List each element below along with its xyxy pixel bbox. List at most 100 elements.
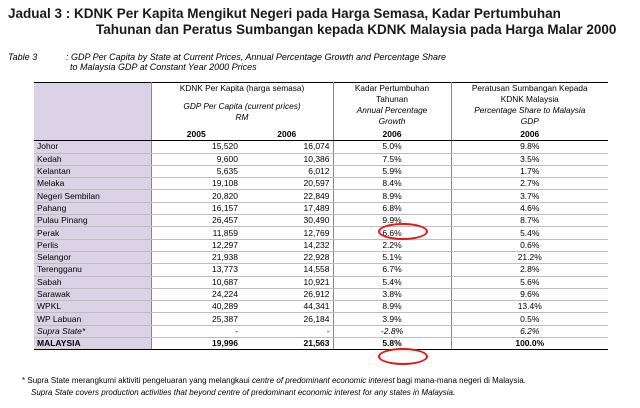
total-2005: 19,996 (151, 337, 241, 351)
state-name: Sarawak (34, 288, 152, 302)
growth-2006: 6.8% (333, 202, 452, 216)
gdp-2006: 14,558 (241, 263, 334, 277)
share-2006: 5.4% (451, 226, 609, 240)
gdp-table: KDNK Per Kapita (harga semasa) GDP Per C… (34, 82, 609, 351)
subtitle-line-1: : GDP Per Capita by State at Current Pri… (66, 52, 447, 62)
growth-2006: 8.4% (333, 177, 452, 191)
total-row: MALAYSIA 19,996 21,563 5.8% 100.0% (34, 337, 609, 351)
highlight-ring-pulau-pinang (378, 223, 428, 240)
year-row: 2005 2006 2006 2006 (34, 129, 609, 142)
header-row: KDNK Per Kapita (harga semasa) GDP Per C… (34, 82, 609, 130)
supra-2005: - (151, 325, 241, 339)
growth-2006: 5.1% (333, 251, 452, 265)
title-line-1: Jadual 3 : KDNK Per Kapita Mengikut Nege… (8, 6, 561, 21)
state-name: Perak (34, 226, 152, 240)
subtitle-label: Table 3 (8, 52, 38, 62)
growth-2006: 8.9% (333, 300, 452, 314)
gdp-2005: 40,289 (151, 300, 241, 314)
growth-2006: 3.9% (333, 312, 452, 326)
table-row: Perlis 12,297 14,232 2.2% 0.6% (34, 239, 609, 252)
year-2006-gdp: 2006 (241, 129, 334, 142)
gdp-2005: 12,297 (151, 239, 241, 252)
year-2006-growth: 2006 (333, 129, 452, 142)
share-2006: 0.5% (451, 312, 609, 326)
state-name: Selangor (34, 251, 152, 265)
gdp-2005: 24,224 (151, 288, 241, 302)
footnote-ms-b: centre of predominant economic interest (251, 376, 395, 385)
gdp-2006: 30,490 (241, 214, 334, 228)
growth-2006: 5.0% (333, 140, 452, 154)
share-2006: 3.7% (451, 189, 609, 203)
state-name: Pahang (34, 202, 152, 216)
share-2006: 13.4% (451, 300, 609, 314)
table-row: Johor 15,520 16,074 5.0% 9.8% (34, 140, 609, 154)
footnote-star: * (22, 376, 26, 385)
highlight-ring-malaysia (378, 348, 428, 365)
growth-2006: 5.4% (333, 276, 452, 289)
state-name: Kedah (34, 153, 152, 166)
gdp-2006: 10,921 (241, 276, 334, 289)
title-line-2: Tahunan dan Peratus Sumbangan kepada KDN… (96, 22, 617, 37)
gdp-2005: 26,457 (151, 214, 241, 228)
gdp-2006: 16,074 (241, 140, 334, 154)
year-2006-share: 2006 (451, 129, 609, 142)
footnote: * Supra State merangkumi aktiviti pengel… (22, 376, 526, 397)
gdp-2006: 12,769 (241, 226, 334, 240)
gdp-2005: 21,938 (151, 251, 241, 265)
table-row: Sabah 10,687 10,921 5.4% 5.6% (34, 276, 609, 289)
state-name: Kelantan (34, 165, 152, 179)
state-name: WPKL (34, 300, 152, 314)
footnote-ms-c: bagi mana-mana negeri di Malaysia. (394, 376, 526, 385)
share-2006: 9.6% (451, 288, 609, 302)
gdp-2005: 19,108 (151, 177, 241, 191)
table-row: Pahang 16,157 17,489 6.8% 4.6% (34, 202, 609, 216)
table-row: Pulau Pinang 26,457 30,490 9.9% 8.7% (34, 214, 609, 228)
gdp-2005: 13,773 (151, 263, 241, 277)
header-growth-en1: Annual Percentage (356, 105, 428, 115)
year-2005: 2005 (151, 129, 241, 142)
gdp-2005: 16,157 (151, 202, 241, 216)
table-row: Kedah 9,600 10,386 7.5% 3.5% (34, 153, 609, 166)
share-2006: 9.8% (451, 140, 609, 154)
gdp-2005: 10,687 (151, 276, 241, 289)
table-row: Perak 11,859 12,769 6.6% 5.4% (34, 226, 609, 240)
header-gdp-cell: KDNK Per Kapita (harga semasa) GDP Per C… (151, 82, 334, 129)
state-name: WP Labuan (34, 312, 152, 326)
header-share-ms2: KDNK Malaysia (500, 94, 559, 104)
header-growth-ms2: Tahunan (376, 94, 408, 104)
supra-row: Supra State* - - -2.8% 6.2% (34, 325, 609, 339)
total-share: 100.0% (451, 337, 609, 351)
gdp-2005: 9,600 (151, 153, 241, 166)
table-row: Kelantan 5,635 6,012 5.9% 1.7% (34, 165, 609, 179)
growth-2006: 5.9% (333, 165, 452, 179)
header-share-en2: GDP (520, 116, 539, 126)
state-name: Johor (34, 140, 152, 154)
table-row: WP Labuan 25,387 26,184 3.9% 0.5% (34, 312, 609, 326)
header-gdp-unit: RM (235, 112, 249, 122)
gdp-2006: 20,597 (241, 177, 334, 191)
supra-share: 6.2% (451, 325, 609, 339)
state-name: Melaka (34, 177, 152, 191)
header-share-cell: Peratusan Sumbangan Kepada KDNK Malaysia… (451, 83, 608, 130)
share-2006: 4.6% (451, 202, 609, 216)
state-name: Perlis (34, 239, 152, 252)
gdp-2006: 10,386 (241, 153, 334, 166)
growth-2006: 8.9% (333, 189, 452, 203)
table-row: Negeri Sembilan 20,820 22,849 8.9% 3.7% (34, 189, 609, 203)
share-2006: 1.7% (451, 165, 609, 179)
state-name: Sabah (34, 276, 152, 289)
gdp-2006: 6,012 (241, 165, 334, 179)
gdp-2006: 14,232 (241, 239, 334, 252)
gdp-2005: 5,635 (151, 165, 241, 179)
supra-state: Supra State* (34, 325, 152, 339)
gdp-2006: 22,849 (241, 189, 334, 203)
growth-2006: 3.8% (333, 288, 452, 302)
gdp-2006: 26,912 (241, 288, 334, 302)
growth-2006: 6.7% (333, 263, 452, 277)
state-name: Negeri Sembilan (34, 189, 152, 203)
header-growth-en2: Growth (378, 116, 406, 126)
share-2006: 21.2% (451, 251, 609, 265)
gdp-2006: 22,928 (241, 251, 334, 265)
supra-2006: - (241, 325, 334, 339)
header-gdp-en: GDP Per Capita (current prices) (183, 101, 301, 111)
